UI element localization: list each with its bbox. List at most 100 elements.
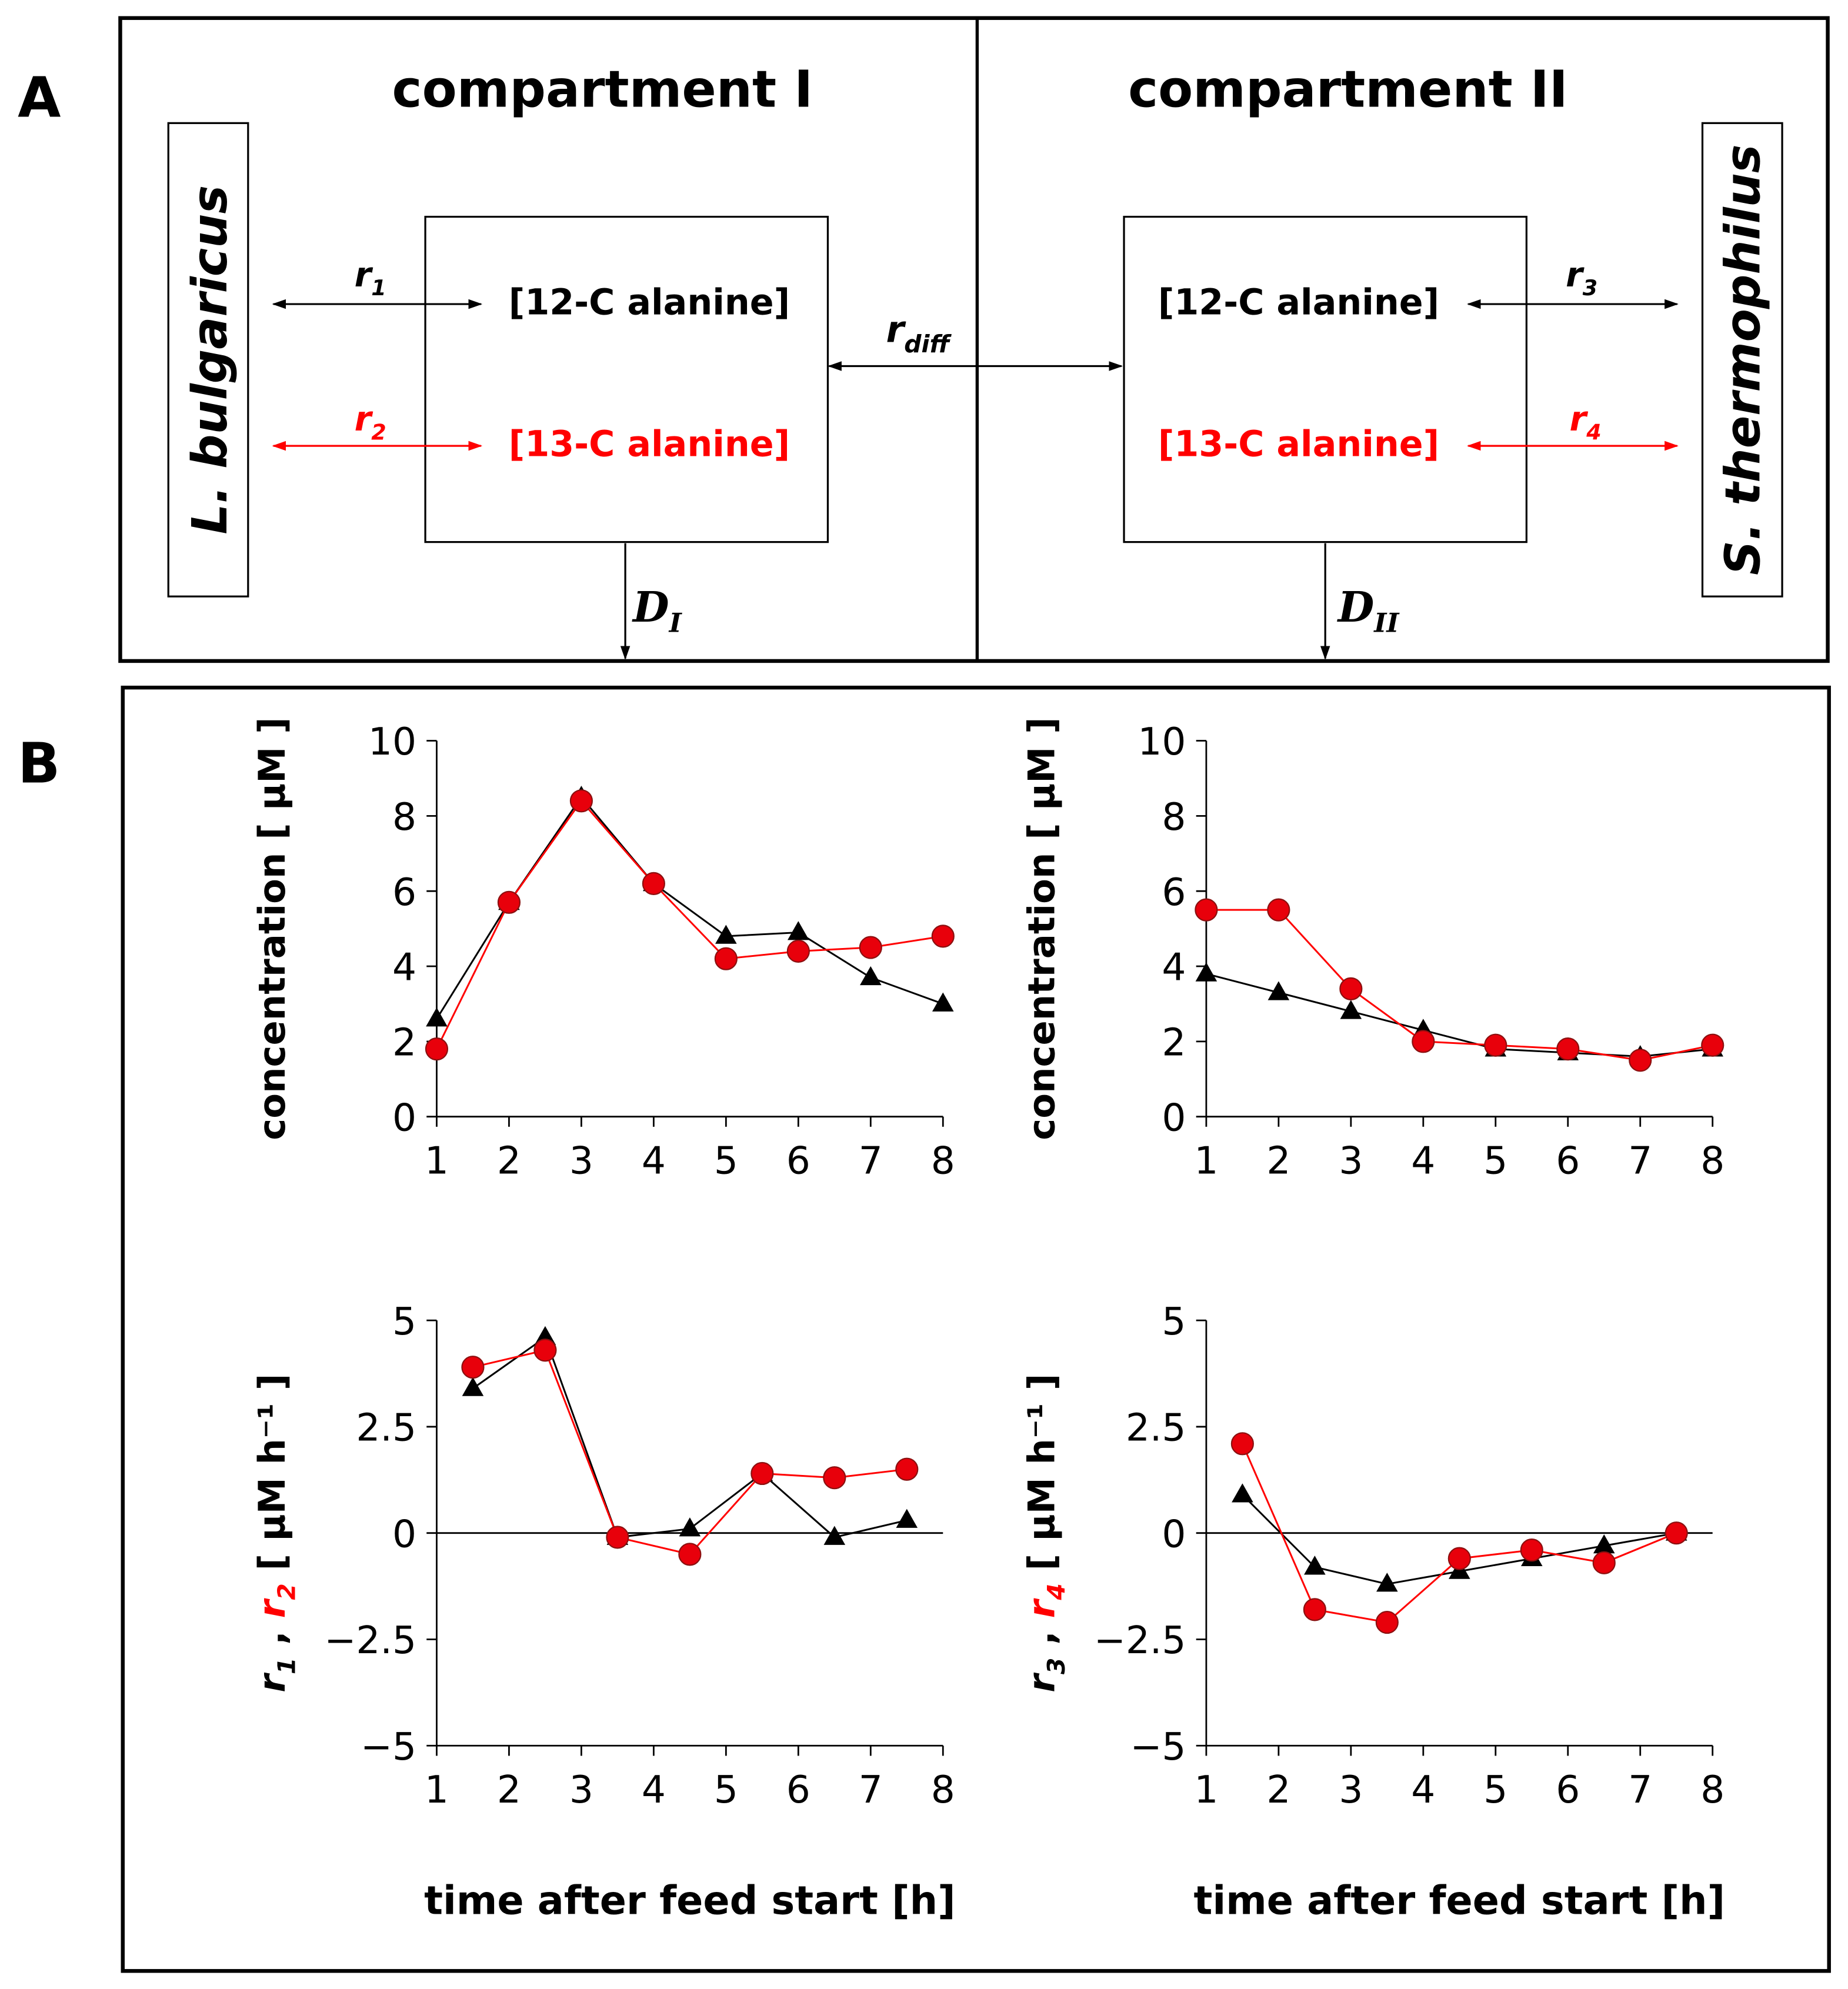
data-point-circle <box>1447 1547 1471 1570</box>
data-point-circle <box>714 947 738 970</box>
data-point-circle <box>642 872 665 895</box>
data-point-triangle <box>1267 981 1290 1000</box>
x-tick-label: 1 <box>1194 1139 1218 1183</box>
y-tick-label: 10 <box>1138 720 1186 764</box>
x-tick-label: 5 <box>714 1768 738 1812</box>
data-point-triangle <box>896 1509 918 1528</box>
x-tick-label: 6 <box>1556 1139 1580 1183</box>
x-tick-label: 7 <box>1628 1768 1652 1812</box>
data-point-circle <box>1339 977 1363 1000</box>
pool-right-13c: [13-C alanine] <box>1158 423 1439 465</box>
x-tick-label: 6 <box>786 1139 810 1183</box>
x-tick-label: 2 <box>497 1139 521 1183</box>
y-tick-label: 10 <box>368 720 416 764</box>
data-point-circle <box>461 1356 485 1379</box>
data-point-triangle <box>788 921 809 940</box>
organism-box-left <box>167 122 249 598</box>
x-axis-label: time after feed start [h] <box>424 1877 956 1923</box>
series-line-red <box>436 799 943 1050</box>
x-tick-label: 3 <box>569 1768 593 1812</box>
chart-rates-compartment-2: −5 −2.5 0 2.5 5 1 2 3 4 5 6 7 8 time after feed start… <box>1020 1300 1725 1924</box>
data-point-triangle <box>426 1007 448 1027</box>
data-point-circle <box>1592 1551 1616 1574</box>
y-tick-label: 4 <box>1162 946 1186 990</box>
x-tick-label: 7 <box>859 1768 883 1812</box>
compartment-1-title: compartment I <box>392 60 813 119</box>
y-tick-label: −5 <box>361 1725 416 1769</box>
data-point-circle <box>1556 1037 1580 1061</box>
y-tick-label: 2 <box>392 1021 416 1065</box>
chart-rates-compartment-1: −5 −2.5 0 2.5 5 1 2 3 4 5 6 7 8 time after feed start… <box>251 1300 955 1924</box>
label-r2: r2 <box>355 399 386 445</box>
pool-right-12c: [12-C alanine] <box>1158 282 1439 323</box>
x-tick-label: 4 <box>1411 1139 1435 1183</box>
data-point-triangle <box>932 992 954 1012</box>
label-d1: DI <box>632 582 683 638</box>
y-axis-label: r1 , r2 [ µM h⁻¹ ] <box>251 1374 301 1693</box>
y-tick-label: 2.5 <box>1126 1406 1186 1450</box>
y-tick-label: 8 <box>1162 795 1186 839</box>
data-point-circle <box>1303 1598 1326 1621</box>
data-point-triangle <box>860 966 882 986</box>
x-tick-label: 1 <box>425 1139 449 1183</box>
data-point-triangle <box>1195 962 1217 982</box>
x-tick-label: 1 <box>425 1768 449 1812</box>
organism-right-label: S. thermophilus <box>1715 144 1771 575</box>
data-point-triangle <box>1340 1000 1362 1019</box>
data-point-circle <box>931 925 955 948</box>
y-tick-label: 5 <box>392 1300 416 1344</box>
data-point-circle <box>497 890 521 914</box>
y-tick-label: 0 <box>1162 1512 1186 1556</box>
data-point-triangle <box>679 1517 701 1537</box>
y-tick-label: 4 <box>392 946 416 990</box>
y-tick-label: −5 <box>1130 1725 1186 1769</box>
pool-box-right <box>1123 215 1527 543</box>
data-point-circle <box>786 939 810 963</box>
series-line-red <box>1206 909 1713 1062</box>
data-point-circle <box>823 1466 846 1490</box>
data-point-circle <box>1267 898 1290 922</box>
y-tick-label: 5 <box>1162 1300 1186 1344</box>
organism-left-label: L. bulgaricus <box>182 185 238 535</box>
y-tick-label: 6 <box>392 870 416 915</box>
x-tick-label: 5 <box>714 1139 738 1183</box>
label-r1: r1 <box>355 255 386 301</box>
y-tick-label: 2.5 <box>356 1406 416 1450</box>
data-point-triangle <box>1376 1573 1398 1592</box>
data-point-circle <box>569 789 593 813</box>
data-point-triangle <box>715 925 737 944</box>
panel-a: A compartment I compartment II L. bulgar… <box>18 16 1830 663</box>
data-point-circle <box>533 1339 557 1362</box>
y-tick-label: 6 <box>1162 870 1186 915</box>
label-d2: DII <box>1337 582 1400 638</box>
y-tick-label: 0 <box>392 1096 416 1140</box>
data-point-triangle <box>1304 1556 1326 1575</box>
x-tick-label: 8 <box>1700 1768 1724 1812</box>
x-tick-label: 3 <box>1339 1768 1363 1812</box>
x-tick-label: 4 <box>642 1768 666 1812</box>
x-tick-label: 1 <box>1194 1768 1218 1812</box>
label-r3: r3 <box>1566 255 1597 301</box>
data-point-triangle <box>462 1377 484 1396</box>
x-tick-label: 7 <box>1628 1139 1652 1183</box>
y-axis-label: concentration [ µM ] <box>1020 717 1063 1140</box>
pool-left-13c: [13-C alanine] <box>509 423 790 465</box>
data-point-circle <box>1520 1539 1543 1562</box>
data-point-circle <box>750 1461 774 1486</box>
data-point-circle <box>1664 1521 1688 1545</box>
data-point-triangle <box>1593 1534 1615 1554</box>
x-tick-label: 5 <box>1483 1139 1507 1183</box>
x-tick-label: 3 <box>1339 1139 1363 1183</box>
y-tick-label: 0 <box>392 1512 416 1556</box>
y-tick-label: 8 <box>392 795 416 839</box>
label-rdiff: rdiff <box>886 308 952 358</box>
data-point-circle <box>1412 1030 1435 1053</box>
x-tick-label: 8 <box>1700 1139 1724 1183</box>
x-tick-label: 2 <box>1266 1768 1290 1812</box>
data-point-circle <box>1195 898 1218 922</box>
x-tick-label: 6 <box>1556 1768 1580 1812</box>
x-axis-label: time after feed start [h] <box>1194 1877 1726 1923</box>
